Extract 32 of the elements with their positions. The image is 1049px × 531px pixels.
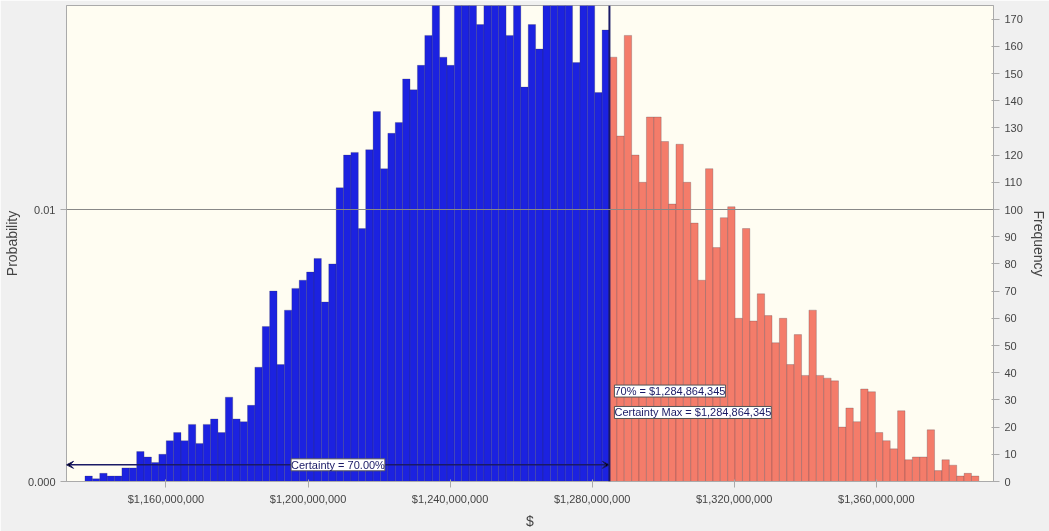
y2-tick-label: 0 <box>1004 475 1011 488</box>
x-tick-label: $1,200,000,000 <box>269 492 347 505</box>
y2-tick-label: 30 <box>1004 393 1017 406</box>
y2-tick-label: 60 <box>1004 312 1017 325</box>
y2-tick-label: 90 <box>1004 230 1017 243</box>
y2-tick-label: 170 <box>1004 13 1023 26</box>
annotation: Certainty Max = $1,284,864,345 <box>614 406 772 419</box>
y2-tick-label: 40 <box>1004 366 1017 379</box>
ref-line-label: 70% = $1,284,864,345 <box>614 385 726 398</box>
y2-tick-label: 100 <box>1004 203 1023 216</box>
x-tick-label: $1,280,000,000 <box>553 492 631 505</box>
annotation: Certainty = 70.00% <box>291 458 386 471</box>
y-tick-label: 0.000 <box>27 475 56 488</box>
y2-tick-label: 80 <box>1004 257 1017 270</box>
y2-tick-label: 150 <box>1004 67 1023 80</box>
x-tick-label: $1,160,000,000 <box>127 492 205 505</box>
y2-tick-label: 110 <box>1004 176 1023 189</box>
x-tick-label: $1,360,000,000 <box>838 492 915 505</box>
y2-tick-label: 140 <box>1004 94 1023 107</box>
x-tick-label: $1,320,000,000 <box>695 492 773 505</box>
y2-tick-label: 70 <box>1004 285 1017 298</box>
x-axis-title: $ <box>526 512 535 529</box>
y2-tick-label: 130 <box>1004 121 1023 134</box>
y2-axis-title: Frequency <box>1030 210 1047 277</box>
y2-tick-label: 160 <box>1004 40 1023 53</box>
y2-tick-label: 10 <box>1004 448 1017 461</box>
y2-tick-label: 120 <box>1004 149 1023 162</box>
y-tick-label: 0.01 <box>34 203 56 216</box>
y-axis-title: Probability <box>3 210 20 277</box>
y2-tick-label: 50 <box>1004 339 1017 352</box>
x-tick-label: $1,240,000,000 <box>411 492 489 505</box>
y2-tick-label: 20 <box>1004 421 1017 434</box>
